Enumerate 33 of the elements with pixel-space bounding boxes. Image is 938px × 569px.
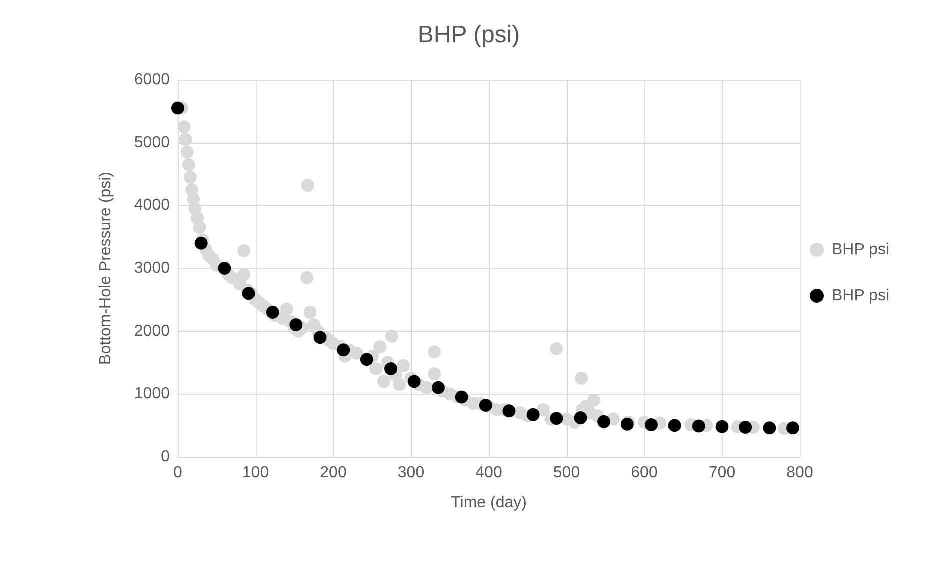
point: [668, 419, 682, 432]
x-tick-label: 500: [553, 464, 580, 482]
y-tick-label: 2000: [134, 322, 170, 340]
y-axis-title: Bottom-Hole Pressure (psi): [98, 172, 114, 365]
point: [763, 422, 776, 435]
y-tick-label: 0: [161, 448, 170, 466]
y-tick-label: 6000: [134, 72, 170, 88]
x-tick-label: 800: [786, 464, 814, 482]
legend-label: BHP psi: [832, 242, 890, 258]
point: [455, 390, 468, 404]
x-tick-label: 300: [398, 464, 425, 482]
point: [502, 404, 516, 418]
x-tick-label: 200: [320, 464, 347, 482]
y-tick-label: 5000: [134, 134, 170, 152]
point: [432, 381, 445, 394]
point: [716, 420, 729, 434]
y-tick-label: 1000: [134, 386, 170, 403]
chart-title: BHP (psi): [418, 22, 520, 48]
point: [242, 287, 256, 300]
point: [786, 422, 800, 435]
x-axis-title: Time (day): [451, 494, 527, 512]
point: [479, 398, 492, 412]
x-tick-label: 0: [174, 464, 183, 482]
point: [408, 375, 421, 388]
x-tick-label: 100: [242, 464, 270, 482]
x-tick-label: 700: [708, 464, 736, 482]
y-tick-label: 3000: [134, 260, 170, 277]
point: [172, 102, 184, 115]
x-tick-label: 600: [631, 464, 658, 482]
legend-label: BHP psi: [832, 288, 890, 304]
point: [194, 236, 208, 250]
x-tick-label: 400: [476, 464, 502, 482]
y-tick-label: 4000: [134, 197, 170, 214]
